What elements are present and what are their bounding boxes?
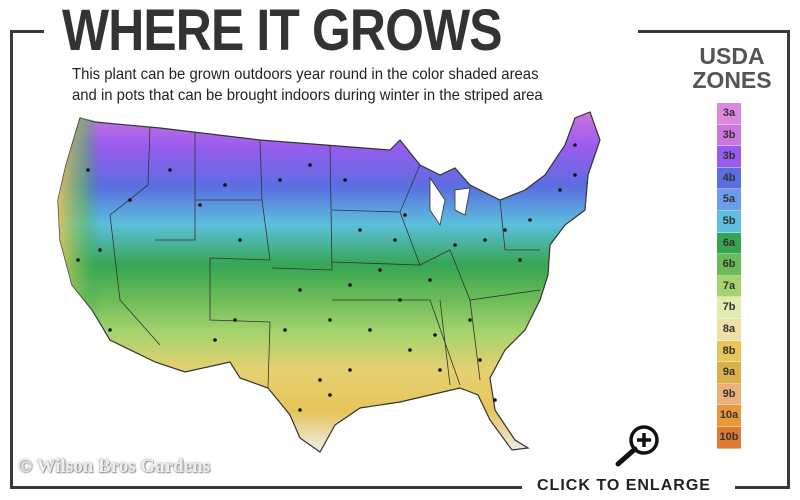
city-dot	[398, 298, 402, 302]
legend-zone-9b: 9b	[717, 383, 741, 406]
city-dot	[223, 183, 227, 187]
subtitle-line-2: and in pots that can be brought indoors …	[72, 87, 543, 104]
city-dot	[298, 288, 302, 292]
subtitle-line-1: This plant can be grown outdoors year ro…	[72, 66, 539, 83]
city-dot	[528, 218, 532, 222]
legend-zone-8b: 8b	[717, 340, 741, 363]
city-dot	[278, 178, 282, 182]
city-dot	[378, 268, 382, 272]
city-dot	[86, 168, 90, 172]
city-dot	[503, 228, 507, 232]
city-dot	[393, 238, 397, 242]
city-dot	[468, 318, 472, 322]
city-dot	[573, 143, 577, 147]
city-dot	[343, 178, 347, 182]
city-dot	[573, 173, 577, 177]
legend-zone-7b: 7b	[717, 297, 741, 319]
city-markers	[76, 143, 577, 412]
city-dot	[238, 238, 242, 242]
city-dot	[408, 348, 412, 352]
city-dot	[483, 238, 487, 242]
frame-right	[787, 30, 790, 489]
legend-zone-5a: 5a	[717, 189, 741, 211]
city-dot	[128, 198, 132, 202]
city-dot	[108, 328, 112, 332]
page-title: WHERE IT GROWS	[62, 0, 502, 63]
city-dot	[76, 258, 80, 262]
city-dot	[453, 243, 457, 247]
state-borders	[109, 126, 541, 389]
west-coast-warm-zone	[58, 118, 200, 372]
legend-zone-10a: 10a	[717, 405, 741, 427]
city-dot	[348, 283, 352, 287]
frame-left	[10, 30, 13, 489]
legend-zone-8a: 8a	[717, 318, 741, 341]
click-to-enlarge-button[interactable]: CLICK TO ENLARGE	[537, 477, 711, 494]
legend-title-line-1: USDA	[699, 43, 765, 69]
city-dot	[328, 393, 332, 397]
city-dot	[368, 328, 372, 332]
frame-top-right	[638, 30, 790, 33]
legend-zone-10b: 10b	[717, 426, 741, 449]
frame-top-left	[10, 30, 44, 33]
legend-zone-6b: 6b	[717, 254, 741, 276]
zone-legend: 3a 3b 3b 4b 5a 5b 6a 6b 7a 7b 8a 8b 9a 9b 10a 10b	[717, 103, 741, 449]
frame-bottom-right	[735, 486, 790, 489]
city-dot	[298, 408, 302, 412]
watermark: © Wilson Bros Gardens	[18, 456, 211, 477]
legend-zone-4b: 4b	[717, 167, 741, 190]
city-dot	[233, 318, 237, 322]
city-dot	[558, 188, 562, 192]
city-dot	[348, 368, 352, 372]
city-dot	[518, 258, 522, 262]
city-dot	[403, 213, 407, 217]
city-dot	[213, 338, 217, 342]
city-dot	[318, 378, 322, 382]
frame-bottom-left	[10, 486, 522, 489]
city-dot	[478, 358, 482, 362]
city-dot	[168, 168, 172, 172]
legend-zone-6a: 6a	[717, 232, 741, 255]
city-dot	[493, 398, 497, 402]
zoom-in-magnifier-icon[interactable]	[610, 422, 666, 468]
legend-title: USDA ZONES	[680, 44, 784, 92]
city-dot	[428, 278, 432, 282]
city-dot	[433, 333, 437, 337]
city-dot	[438, 368, 442, 372]
city-dot	[358, 228, 362, 232]
usda-zone-map[interactable]	[0, 100, 640, 460]
legend-zone-3b: 3b	[717, 124, 741, 147]
city-dot	[308, 163, 312, 167]
legend-zone-3b: 3b	[717, 146, 741, 168]
legend-zone-9a: 9a	[717, 362, 741, 384]
city-dot	[283, 328, 287, 332]
state-lakes	[429, 176, 471, 227]
subtitle: This plant can be grown outdoors year ro…	[72, 64, 543, 106]
city-dot	[198, 203, 202, 207]
legend-zone-5b: 5b	[717, 210, 741, 233]
legend-zone-3a: 3a	[717, 103, 741, 125]
city-dot	[98, 248, 102, 252]
city-dot	[328, 318, 332, 322]
legend-title-line-2: ZONES	[692, 67, 772, 93]
legend-zone-7a: 7a	[717, 275, 741, 298]
